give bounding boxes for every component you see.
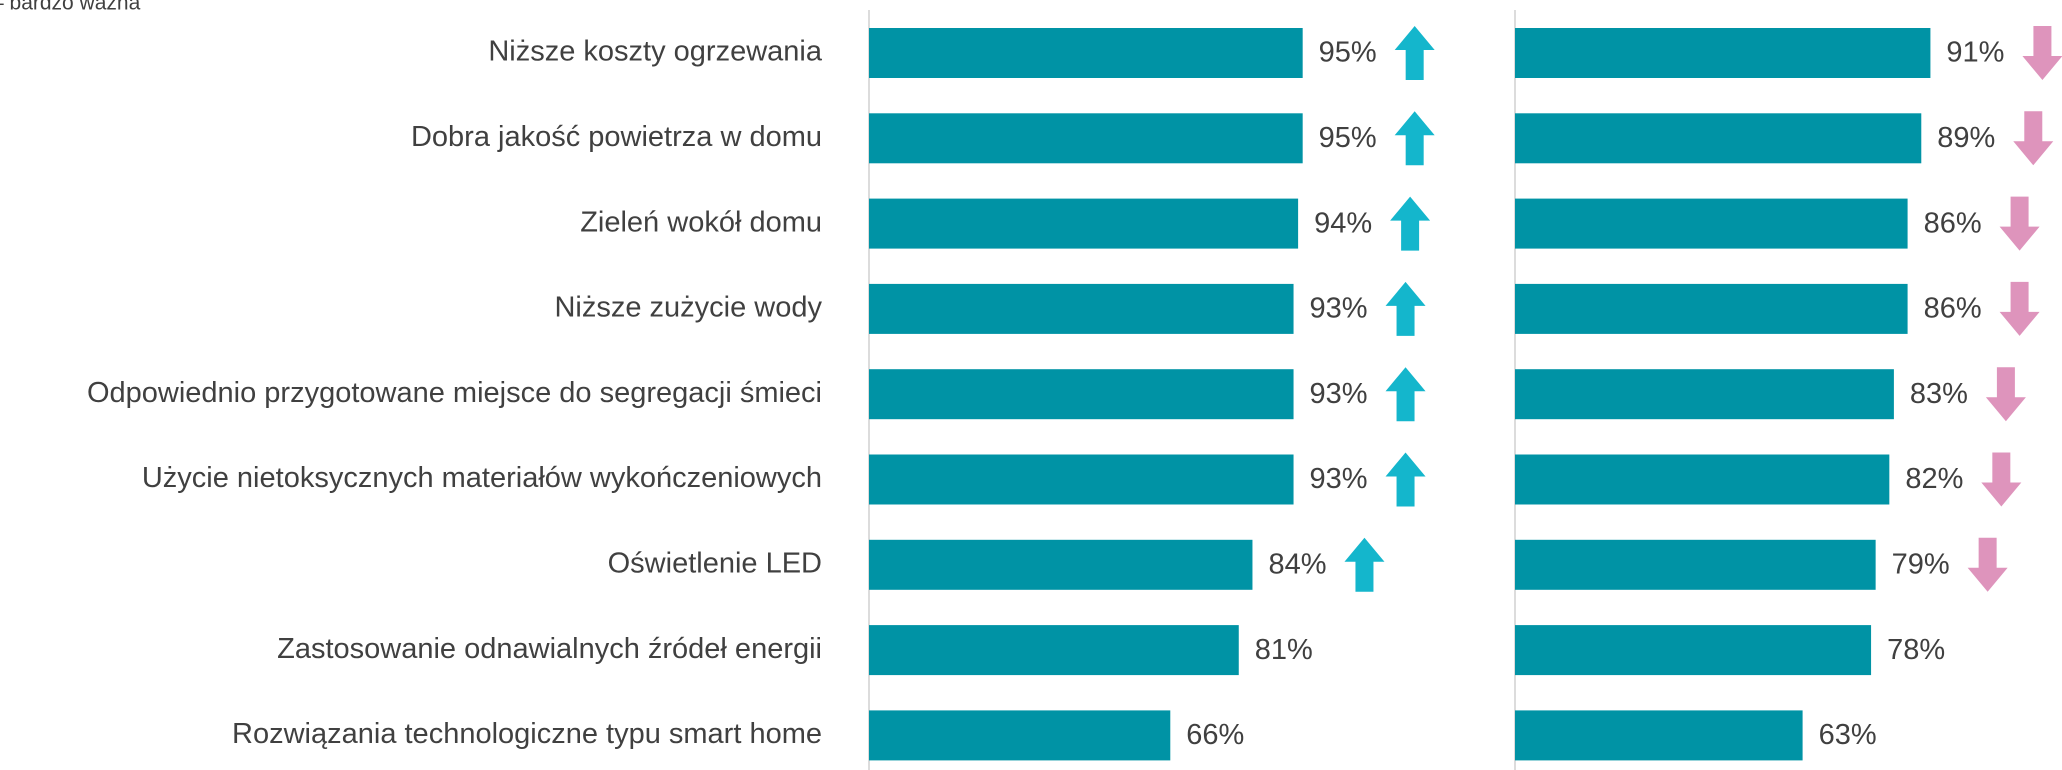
value-label: 95% <box>1319 122 1377 154</box>
arrow-up <box>1394 111 1435 166</box>
arrow-up <box>1385 281 1426 336</box>
value-label: 84% <box>1268 548 1326 580</box>
arrow-down <box>2013 111 2054 166</box>
bar <box>1515 710 1803 761</box>
value-label: 82% <box>1905 463 1963 495</box>
value-label: 63% <box>1819 719 1877 751</box>
bar <box>869 369 1294 420</box>
category-label: Zastosowanie odnawialnych źródeł energii <box>277 633 822 665</box>
arrow-down <box>1985 367 2026 422</box>
arrow-down <box>1967 537 2008 592</box>
bar <box>869 625 1239 676</box>
bar <box>869 198 1299 249</box>
bar <box>1515 369 1894 420</box>
bar <box>869 710 1171 761</box>
value-label: 86% <box>1924 293 1982 325</box>
bar <box>1515 625 1872 676</box>
category-label: Dobra jakość powietrza w domu <box>411 121 822 153</box>
bar <box>869 539 1253 590</box>
arrow-down <box>1999 196 2040 251</box>
value-label: 94% <box>1314 207 1372 239</box>
value-label: 93% <box>1310 378 1368 410</box>
bar <box>869 28 1303 78</box>
value-label: 95% <box>1319 37 1377 69</box>
bar <box>1515 113 1922 164</box>
bar <box>1515 198 1908 249</box>
bar <box>1515 454 1890 505</box>
arrow-up <box>1344 537 1385 592</box>
value-label: 91% <box>1946 37 2004 69</box>
arrow-up <box>1385 452 1426 507</box>
bar <box>869 454 1294 505</box>
arrow-down <box>1999 281 2040 336</box>
value-label: 89% <box>1937 122 1995 154</box>
bar <box>1515 283 1908 334</box>
arrow-up <box>1390 196 1431 251</box>
value-label: 78% <box>1887 634 1945 666</box>
category-label: Niższe koszty ogrzewania <box>488 36 822 68</box>
category-label: Odpowiednio przygotowane miejsce do segr… <box>87 377 822 409</box>
value-label: 79% <box>1892 548 1950 580</box>
arrow-up <box>1385 367 1426 422</box>
category-label: Niższe zużycie wody <box>554 292 822 324</box>
bar <box>869 283 1294 334</box>
value-label: 93% <box>1310 293 1368 325</box>
value-label: 81% <box>1255 634 1313 666</box>
category-label: Oświetlenie LED <box>608 547 822 579</box>
arrow-down <box>1981 452 2022 507</box>
value-label: 83% <box>1910 378 1968 410</box>
category-label: Zieleń wokół domu <box>580 206 822 238</box>
category-label: Użycie nietoksycznych materiałów wykończ… <box>142 462 822 494</box>
subtitle: – bardzo ważna <box>0 0 141 15</box>
value-label: 86% <box>1924 207 1982 239</box>
arrow-down <box>2022 26 2062 80</box>
category-label: Rozwiązania technologiczne typu smart ho… <box>232 718 822 750</box>
value-label: 66% <box>1186 719 1244 751</box>
arrow-up <box>1394 26 1435 80</box>
bar <box>869 113 1303 164</box>
value-label: 93% <box>1310 463 1368 495</box>
bar <box>1515 28 1931 78</box>
bar <box>1515 539 1876 590</box>
